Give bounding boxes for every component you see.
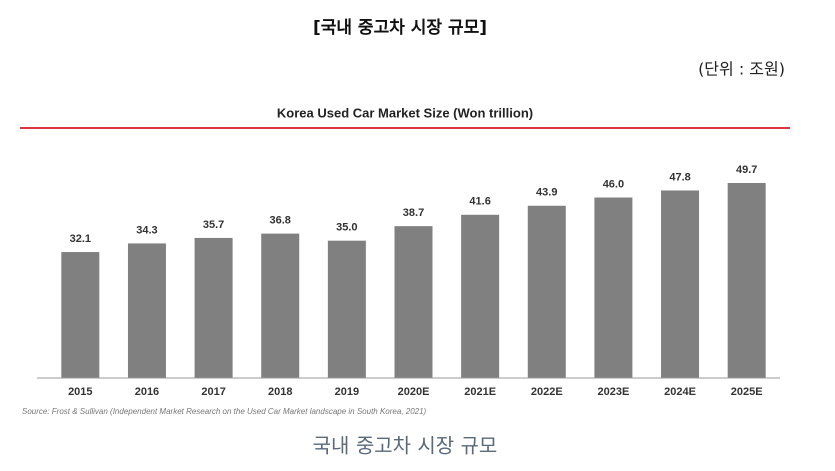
x-tick-label: 2025E (731, 386, 763, 398)
source-note: Source: Frost & Sullivan (Independent Ma… (22, 407, 427, 416)
caption: 국내 중고차 시장 규모 (313, 434, 498, 458)
value-label: 38.7 (403, 207, 424, 219)
bar (661, 190, 700, 378)
bar (594, 197, 633, 378)
value-label: 46.0 (603, 178, 624, 190)
value-label: 35.0 (336, 222, 357, 234)
value-label: 43.9 (536, 187, 557, 199)
x-tick-label: 2016 (135, 386, 159, 398)
chart-title: Korea Used Car Market Size (Won trillion… (277, 105, 533, 120)
x-tick-label: 2024E (664, 386, 696, 398)
unit-note: (단위 : 조원) (698, 60, 785, 79)
bar (461, 214, 500, 378)
bar (61, 252, 100, 378)
x-tick-label: 2018 (268, 386, 292, 398)
x-tick-label: 2015 (68, 386, 92, 398)
bar (527, 205, 566, 378)
x-tick-label: 2023E (598, 386, 630, 398)
value-label: 34.3 (136, 224, 157, 236)
x-tick-label: 2020E (398, 386, 430, 398)
bar (261, 233, 300, 378)
x-tick-label: 2022E (531, 386, 563, 398)
value-label: 32.1 (70, 233, 91, 245)
x-tick-label: 2017 (201, 386, 225, 398)
value-label: 47.8 (669, 171, 690, 183)
bar (327, 240, 366, 378)
bar (194, 237, 233, 378)
value-label: 35.7 (203, 219, 224, 231)
bar (394, 226, 433, 378)
x-tick-label: 2021E (464, 386, 496, 398)
value-label: 49.7 (736, 164, 757, 176)
bar (727, 183, 766, 378)
value-label: 36.8 (270, 215, 291, 227)
page-heading: [국내 중고차 시장 규모] (313, 18, 487, 38)
bar (127, 243, 166, 378)
x-tick-label: 2019 (335, 386, 359, 398)
value-label: 41.6 (469, 196, 490, 208)
